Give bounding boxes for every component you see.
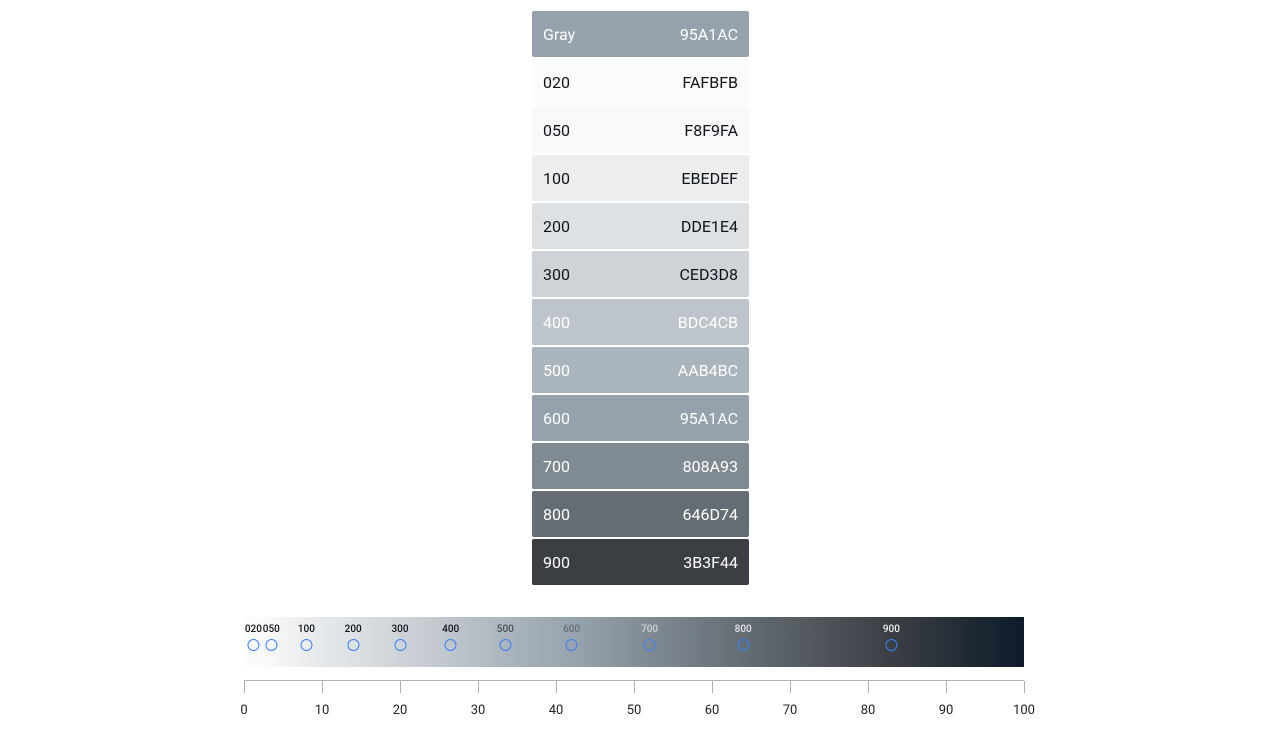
ruler-tick bbox=[712, 681, 713, 693]
swatch-shade-label: 100 bbox=[543, 169, 570, 188]
scale-marker[interactable]: 200 bbox=[345, 625, 362, 651]
ruler-tick-label: 50 bbox=[627, 703, 642, 718]
ruler-tick bbox=[634, 681, 635, 693]
scale-marker[interactable]: 300 bbox=[391, 625, 408, 651]
scale-marker-circle-icon bbox=[885, 639, 897, 651]
scale-ruler: 0102030405060708090100 bbox=[244, 680, 1024, 720]
ruler-tick bbox=[244, 681, 245, 693]
ruler-tick-label: 20 bbox=[393, 703, 408, 718]
ruler-tick-label: 10 bbox=[315, 703, 330, 718]
ruler-tick-label: 60 bbox=[705, 703, 720, 718]
scale-marker-label: 300 bbox=[391, 625, 408, 635]
swatch-row[interactable]: 400 BDC4CB bbox=[532, 299, 749, 345]
swatch-shade-label: 600 bbox=[543, 409, 570, 428]
scale-marker[interactable]: 700 bbox=[641, 625, 658, 651]
scale-marker-label: 500 bbox=[497, 625, 514, 635]
scale-marker-label: 700 bbox=[641, 625, 658, 635]
palette-header-hex: 95A1AC bbox=[680, 25, 738, 44]
swatch-row[interactable]: 800 646D74 bbox=[532, 491, 749, 537]
scale-marker-circle-icon bbox=[347, 639, 359, 651]
ruler-tick-label: 30 bbox=[471, 703, 486, 718]
scale-marker-label: 200 bbox=[345, 625, 362, 635]
scale-marker[interactable]: 400 bbox=[442, 625, 459, 651]
swatch-row[interactable]: 050 F8F9FA bbox=[532, 107, 749, 153]
swatch-shade-label: 300 bbox=[543, 265, 570, 284]
swatch-hex-label: BDC4CB bbox=[678, 313, 738, 332]
scale-marker[interactable]: 020 bbox=[245, 625, 262, 651]
scale-marker-circle-icon bbox=[737, 639, 749, 651]
scale-marker-circle-icon bbox=[265, 639, 277, 651]
swatch-hex-label: CED3D8 bbox=[680, 265, 739, 284]
swatch-shade-label: 020 bbox=[543, 73, 570, 92]
scale-marker-label: 800 bbox=[735, 625, 752, 635]
swatch-row[interactable]: 100 EBEDEF bbox=[532, 155, 749, 201]
swatch-shade-label: 700 bbox=[543, 457, 570, 476]
swatch-shade-label: 200 bbox=[543, 217, 570, 236]
palette-swatch-column: Gray 95A1AC 020 FAFBFB 050 F8F9FA 100 EBEDEF 2… bbox=[532, 11, 749, 587]
swatch-hex-label: 95A1AC bbox=[680, 409, 738, 428]
scale-marker-label: 900 bbox=[883, 625, 900, 635]
luminosity-scale: 020050100200300400500600700800900 010203… bbox=[244, 617, 1024, 720]
swatch-shade-label: 900 bbox=[543, 553, 570, 572]
swatch-hex-label: 3B3F44 bbox=[683, 553, 738, 572]
swatch-hex-label: EBEDEF bbox=[681, 169, 738, 188]
ruler-tick-label: 80 bbox=[861, 703, 876, 718]
swatch-row[interactable]: 300 CED3D8 bbox=[532, 251, 749, 297]
ruler-tick bbox=[790, 681, 791, 693]
gradient-bar[interactable]: 020050 100 200 300 400 500 600 700 800 900 bbox=[244, 617, 1024, 667]
swatch-row[interactable]: 200 DDE1E4 bbox=[532, 203, 749, 249]
swatch-hex-label: F8F9FA bbox=[684, 121, 738, 140]
swatch-hex-label: AAB4BC bbox=[678, 361, 738, 380]
scale-marker-circle-icon bbox=[644, 639, 656, 651]
scale-marker-circle-icon bbox=[566, 639, 578, 651]
scale-marker[interactable]: 900 bbox=[883, 625, 900, 651]
swatch-row[interactable]: 020 FAFBFB bbox=[532, 59, 749, 105]
scale-marker-circle-icon bbox=[300, 639, 312, 651]
swatch-shade-label: 400 bbox=[543, 313, 570, 332]
scale-marker[interactable]: 800 bbox=[735, 625, 752, 651]
ruler-tick bbox=[868, 681, 869, 693]
palette-header-row[interactable]: Gray 95A1AC bbox=[532, 11, 749, 57]
ruler-tick bbox=[400, 681, 401, 693]
ruler-tick-label: 40 bbox=[549, 703, 564, 718]
ruler-tick-label: 70 bbox=[783, 703, 798, 718]
scale-marker-label: 050 bbox=[263, 625, 280, 635]
swatch-hex-label: 646D74 bbox=[683, 505, 738, 524]
swatch-row[interactable]: 500 AAB4BC bbox=[532, 347, 749, 393]
swatch-row[interactable]: 600 95A1AC bbox=[532, 395, 749, 441]
scale-marker-label: 020 bbox=[245, 625, 262, 635]
ruler-tick-label: 90 bbox=[939, 703, 954, 718]
ruler-tick bbox=[946, 681, 947, 693]
swatch-row[interactable]: 900 3B3F44 bbox=[532, 539, 749, 585]
palette-name: Gray bbox=[543, 25, 575, 44]
ruler-tick-label: 100 bbox=[1013, 703, 1035, 718]
scale-marker-label: 100 bbox=[298, 625, 315, 635]
scale-marker[interactable]: 500 bbox=[497, 625, 514, 651]
scale-marker-label: 400 bbox=[442, 625, 459, 635]
scale-marker[interactable]: 600 bbox=[563, 625, 580, 651]
ruler-tick bbox=[478, 681, 479, 693]
scale-marker-circle-icon bbox=[247, 639, 259, 651]
swatch-hex-label: 808A93 bbox=[683, 457, 738, 476]
ruler-tick-label: 0 bbox=[240, 703, 247, 718]
swatch-shade-label: 800 bbox=[543, 505, 570, 524]
ruler-tick bbox=[556, 681, 557, 693]
scale-marker-circle-icon bbox=[445, 639, 457, 651]
ruler-tick bbox=[322, 681, 323, 693]
ruler-tick bbox=[1024, 681, 1025, 693]
swatch-shade-label: 500 bbox=[543, 361, 570, 380]
swatch-hex-label: FAFBFB bbox=[682, 73, 738, 92]
scale-marker-circle-icon bbox=[394, 639, 406, 651]
scale-marker-label: 600 bbox=[563, 625, 580, 635]
swatch-hex-label: DDE1E4 bbox=[681, 217, 738, 236]
swatch-row[interactable]: 700 808A93 bbox=[532, 443, 749, 489]
scale-marker-circle-icon bbox=[499, 639, 511, 651]
swatch-shade-label: 050 bbox=[543, 121, 570, 140]
scale-marker[interactable]: 050 bbox=[263, 625, 280, 651]
scale-marker[interactable]: 100 bbox=[298, 625, 315, 651]
